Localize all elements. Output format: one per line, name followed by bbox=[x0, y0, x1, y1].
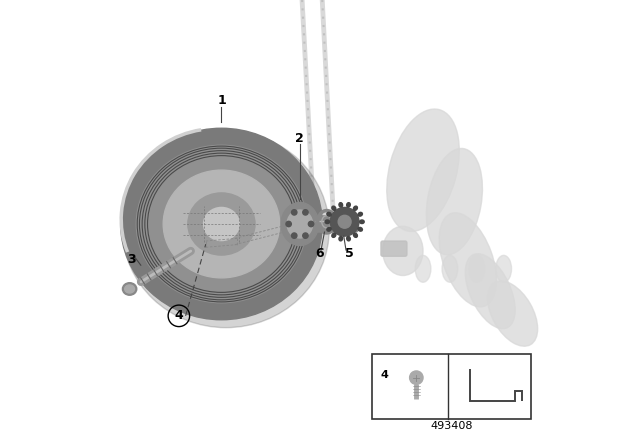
Ellipse shape bbox=[469, 255, 484, 282]
Ellipse shape bbox=[281, 202, 319, 246]
Ellipse shape bbox=[339, 237, 342, 241]
Ellipse shape bbox=[332, 233, 336, 237]
Ellipse shape bbox=[123, 131, 329, 327]
Ellipse shape bbox=[121, 128, 323, 320]
Ellipse shape bbox=[496, 255, 511, 282]
Ellipse shape bbox=[387, 109, 460, 232]
Ellipse shape bbox=[353, 233, 357, 237]
Ellipse shape bbox=[439, 213, 497, 307]
FancyBboxPatch shape bbox=[381, 241, 407, 256]
Circle shape bbox=[410, 371, 423, 384]
Ellipse shape bbox=[383, 226, 423, 276]
Ellipse shape bbox=[488, 281, 538, 346]
Ellipse shape bbox=[353, 206, 357, 210]
Circle shape bbox=[303, 210, 308, 215]
Circle shape bbox=[286, 221, 291, 227]
Ellipse shape bbox=[347, 237, 350, 241]
Text: 3: 3 bbox=[127, 253, 136, 267]
Ellipse shape bbox=[465, 254, 515, 329]
Ellipse shape bbox=[325, 220, 330, 224]
Ellipse shape bbox=[204, 207, 239, 241]
Ellipse shape bbox=[360, 220, 364, 224]
Bar bbox=[371, 354, 531, 419]
Ellipse shape bbox=[339, 202, 342, 207]
Ellipse shape bbox=[358, 212, 362, 216]
Circle shape bbox=[330, 207, 359, 236]
Circle shape bbox=[303, 233, 308, 238]
Text: 2: 2 bbox=[296, 132, 304, 146]
Text: 1: 1 bbox=[217, 94, 226, 108]
Ellipse shape bbox=[188, 193, 255, 255]
Ellipse shape bbox=[125, 285, 134, 293]
Ellipse shape bbox=[332, 206, 336, 210]
Ellipse shape bbox=[327, 228, 332, 231]
Text: 4: 4 bbox=[380, 370, 388, 380]
Text: 4: 4 bbox=[175, 309, 183, 323]
Ellipse shape bbox=[327, 212, 332, 216]
Ellipse shape bbox=[426, 148, 483, 255]
Text: 5: 5 bbox=[345, 246, 353, 260]
Ellipse shape bbox=[136, 145, 307, 303]
FancyBboxPatch shape bbox=[312, 216, 358, 232]
Ellipse shape bbox=[287, 210, 312, 238]
Ellipse shape bbox=[415, 255, 431, 282]
Text: 493408: 493408 bbox=[431, 422, 474, 431]
Ellipse shape bbox=[122, 283, 137, 295]
Ellipse shape bbox=[358, 228, 362, 231]
Ellipse shape bbox=[442, 255, 458, 282]
Circle shape bbox=[292, 233, 297, 238]
Circle shape bbox=[338, 215, 351, 228]
Circle shape bbox=[308, 221, 314, 227]
Circle shape bbox=[292, 210, 297, 215]
Ellipse shape bbox=[347, 202, 350, 207]
Ellipse shape bbox=[163, 170, 280, 278]
Text: 6: 6 bbox=[315, 246, 323, 260]
